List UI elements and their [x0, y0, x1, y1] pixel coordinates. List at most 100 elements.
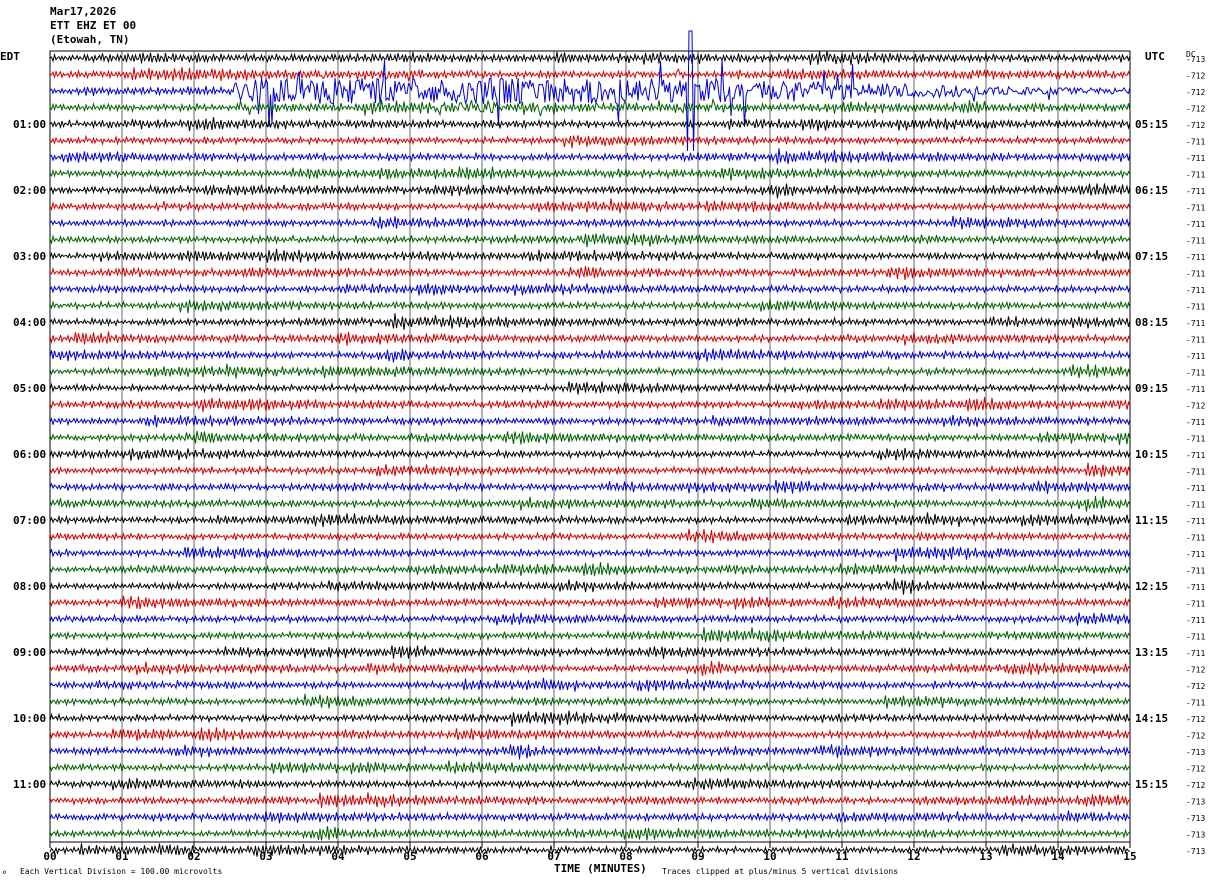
dc-offset-28: -711 [1186, 501, 1205, 510]
left-hour-label-06:00: 06:00 [13, 448, 46, 461]
footer-scale-note: Each Vertical Division = 100.00 microvol… [20, 867, 223, 876]
dc-offset-10: -711 [1186, 204, 1205, 213]
trace-46 [49, 792, 1131, 808]
left-hour-label-03:00: 03:00 [13, 250, 46, 263]
dc-offset-34: -711 [1186, 600, 1205, 609]
trace-43 [49, 744, 1131, 760]
x-tick-label-12: 12 [907, 850, 920, 863]
trace-13 [49, 248, 1131, 263]
trace-22 [49, 397, 1131, 413]
minute-grid [49, 51, 1131, 848]
trace-39 [49, 677, 1131, 692]
trace-41 [49, 710, 1131, 727]
left-hour-label-07:00: 07:00 [13, 514, 46, 527]
dc-offset-27: -711 [1186, 484, 1205, 493]
left-hour-label-02:00: 02:00 [13, 184, 46, 197]
trace-16 [49, 299, 1131, 314]
dc-offset-8: -711 [1186, 171, 1205, 180]
trace-30 [49, 528, 1131, 544]
left-hour-label-04:00: 04:00 [13, 316, 46, 329]
dc-offset-12: -711 [1186, 237, 1205, 246]
dc-offset-44: -712 [1186, 765, 1205, 774]
dc-offset-9: -711 [1186, 187, 1205, 196]
dc-offset-43: -713 [1186, 748, 1205, 757]
dc-offset-36: -711 [1186, 633, 1205, 642]
x-axis-title: TIME (MINUTES) [554, 862, 647, 875]
dc-offset-18: -711 [1186, 336, 1205, 345]
x-tick-label-02: 02 [187, 850, 200, 863]
left-hour-label-09:00: 09:00 [13, 646, 46, 659]
dc-offset-23: -711 [1186, 418, 1205, 427]
dc-offset-7: -711 [1186, 154, 1205, 163]
right-hour-label-14:15: 14:15 [1135, 712, 1168, 725]
trace-27 [49, 479, 1131, 494]
right-hour-label-10:15: 10:15 [1135, 448, 1168, 461]
x-tick-label-15: 15 [1123, 850, 1136, 863]
dc-offset-13: -711 [1186, 253, 1205, 262]
left-hour-label-01:00: 01:00 [13, 118, 46, 131]
trace-23 [49, 414, 1131, 428]
dc-offset-2: -712 [1186, 72, 1205, 81]
trace-3 [49, 30, 1131, 152]
trace-8 [49, 166, 1131, 181]
x-tick-label-00: 00 [43, 850, 56, 863]
trace-34 [49, 595, 1131, 610]
trace-6 [49, 134, 1131, 149]
trace-5 [49, 117, 1131, 132]
dc-offset-4: -712 [1186, 105, 1205, 114]
dc-offset-25: -711 [1186, 451, 1205, 460]
x-tick-label-07: 07 [547, 850, 560, 863]
trace-35 [49, 612, 1131, 626]
x-tick-label-10: 10 [763, 850, 776, 863]
x-tick-label-04: 04 [331, 850, 345, 863]
left-hour-label-05:00: 05:00 [13, 382, 46, 395]
x-tick-label-14: 14 [1051, 850, 1065, 863]
trace-26 [49, 462, 1131, 477]
right-hour-label-09:15: 09:15 [1135, 382, 1168, 395]
x-tick-label-01: 01 [115, 850, 129, 863]
axis-labels: 00 01 02 03 04 05 06 07 08 09 10 11 12 13 14 15 -713 -712… [13, 55, 1205, 863]
x-tick-label-11: 11 [835, 850, 849, 863]
dc-offset-40: -711 [1186, 699, 1205, 708]
x-tick-label-09: 09 [691, 850, 704, 863]
dc-offset-33: -711 [1186, 583, 1205, 592]
dc-offset-1: -713 [1186, 55, 1205, 64]
trace-31 [49, 546, 1131, 562]
dc-offset-31: -711 [1186, 550, 1205, 559]
trace-32 [49, 561, 1131, 576]
dc-offset-14: -711 [1186, 270, 1205, 279]
trace-11 [49, 215, 1131, 230]
trace-47 [49, 810, 1131, 824]
dc-label: DC [1186, 50, 1196, 59]
trace-33 [49, 578, 1131, 595]
trace-14 [49, 265, 1131, 280]
trace-49 [49, 843, 1131, 857]
trace-25 [49, 448, 1131, 461]
x-tick-label-08: 08 [619, 850, 632, 863]
right-hour-label-08:15: 08:15 [1135, 316, 1168, 329]
trace-44 [49, 760, 1131, 775]
trace-29 [49, 512, 1131, 528]
dc-offset-3: -712 [1186, 88, 1205, 97]
dc-offset-42: -712 [1186, 732, 1205, 741]
right-hour-label-06:15: 06:15 [1135, 184, 1168, 197]
left-hour-label-10:00: 10:00 [13, 712, 46, 725]
left-hour-label-11:00: 11:00 [13, 778, 46, 791]
dc-offset-20: -711 [1186, 369, 1205, 378]
trace-36 [49, 627, 1131, 643]
right-hour-label-07:15: 07:15 [1135, 250, 1168, 263]
trace-12 [49, 233, 1131, 248]
trace-2 [49, 66, 1131, 83]
right-hour-label-12:15: 12:15 [1135, 580, 1168, 593]
dc-offset-41: -712 [1186, 715, 1205, 724]
plot-frame [49, 50, 1131, 843]
dc-offset-35: -711 [1186, 616, 1205, 625]
dc-offset-48: -713 [1186, 831, 1205, 840]
trace-9 [49, 183, 1131, 199]
trace-24 [49, 431, 1131, 445]
dc-offset-38: -712 [1186, 666, 1205, 675]
trace-19 [49, 348, 1131, 363]
trace-15 [49, 282, 1131, 296]
dc-offset-6: -711 [1186, 138, 1205, 147]
trace-42 [49, 727, 1131, 742]
